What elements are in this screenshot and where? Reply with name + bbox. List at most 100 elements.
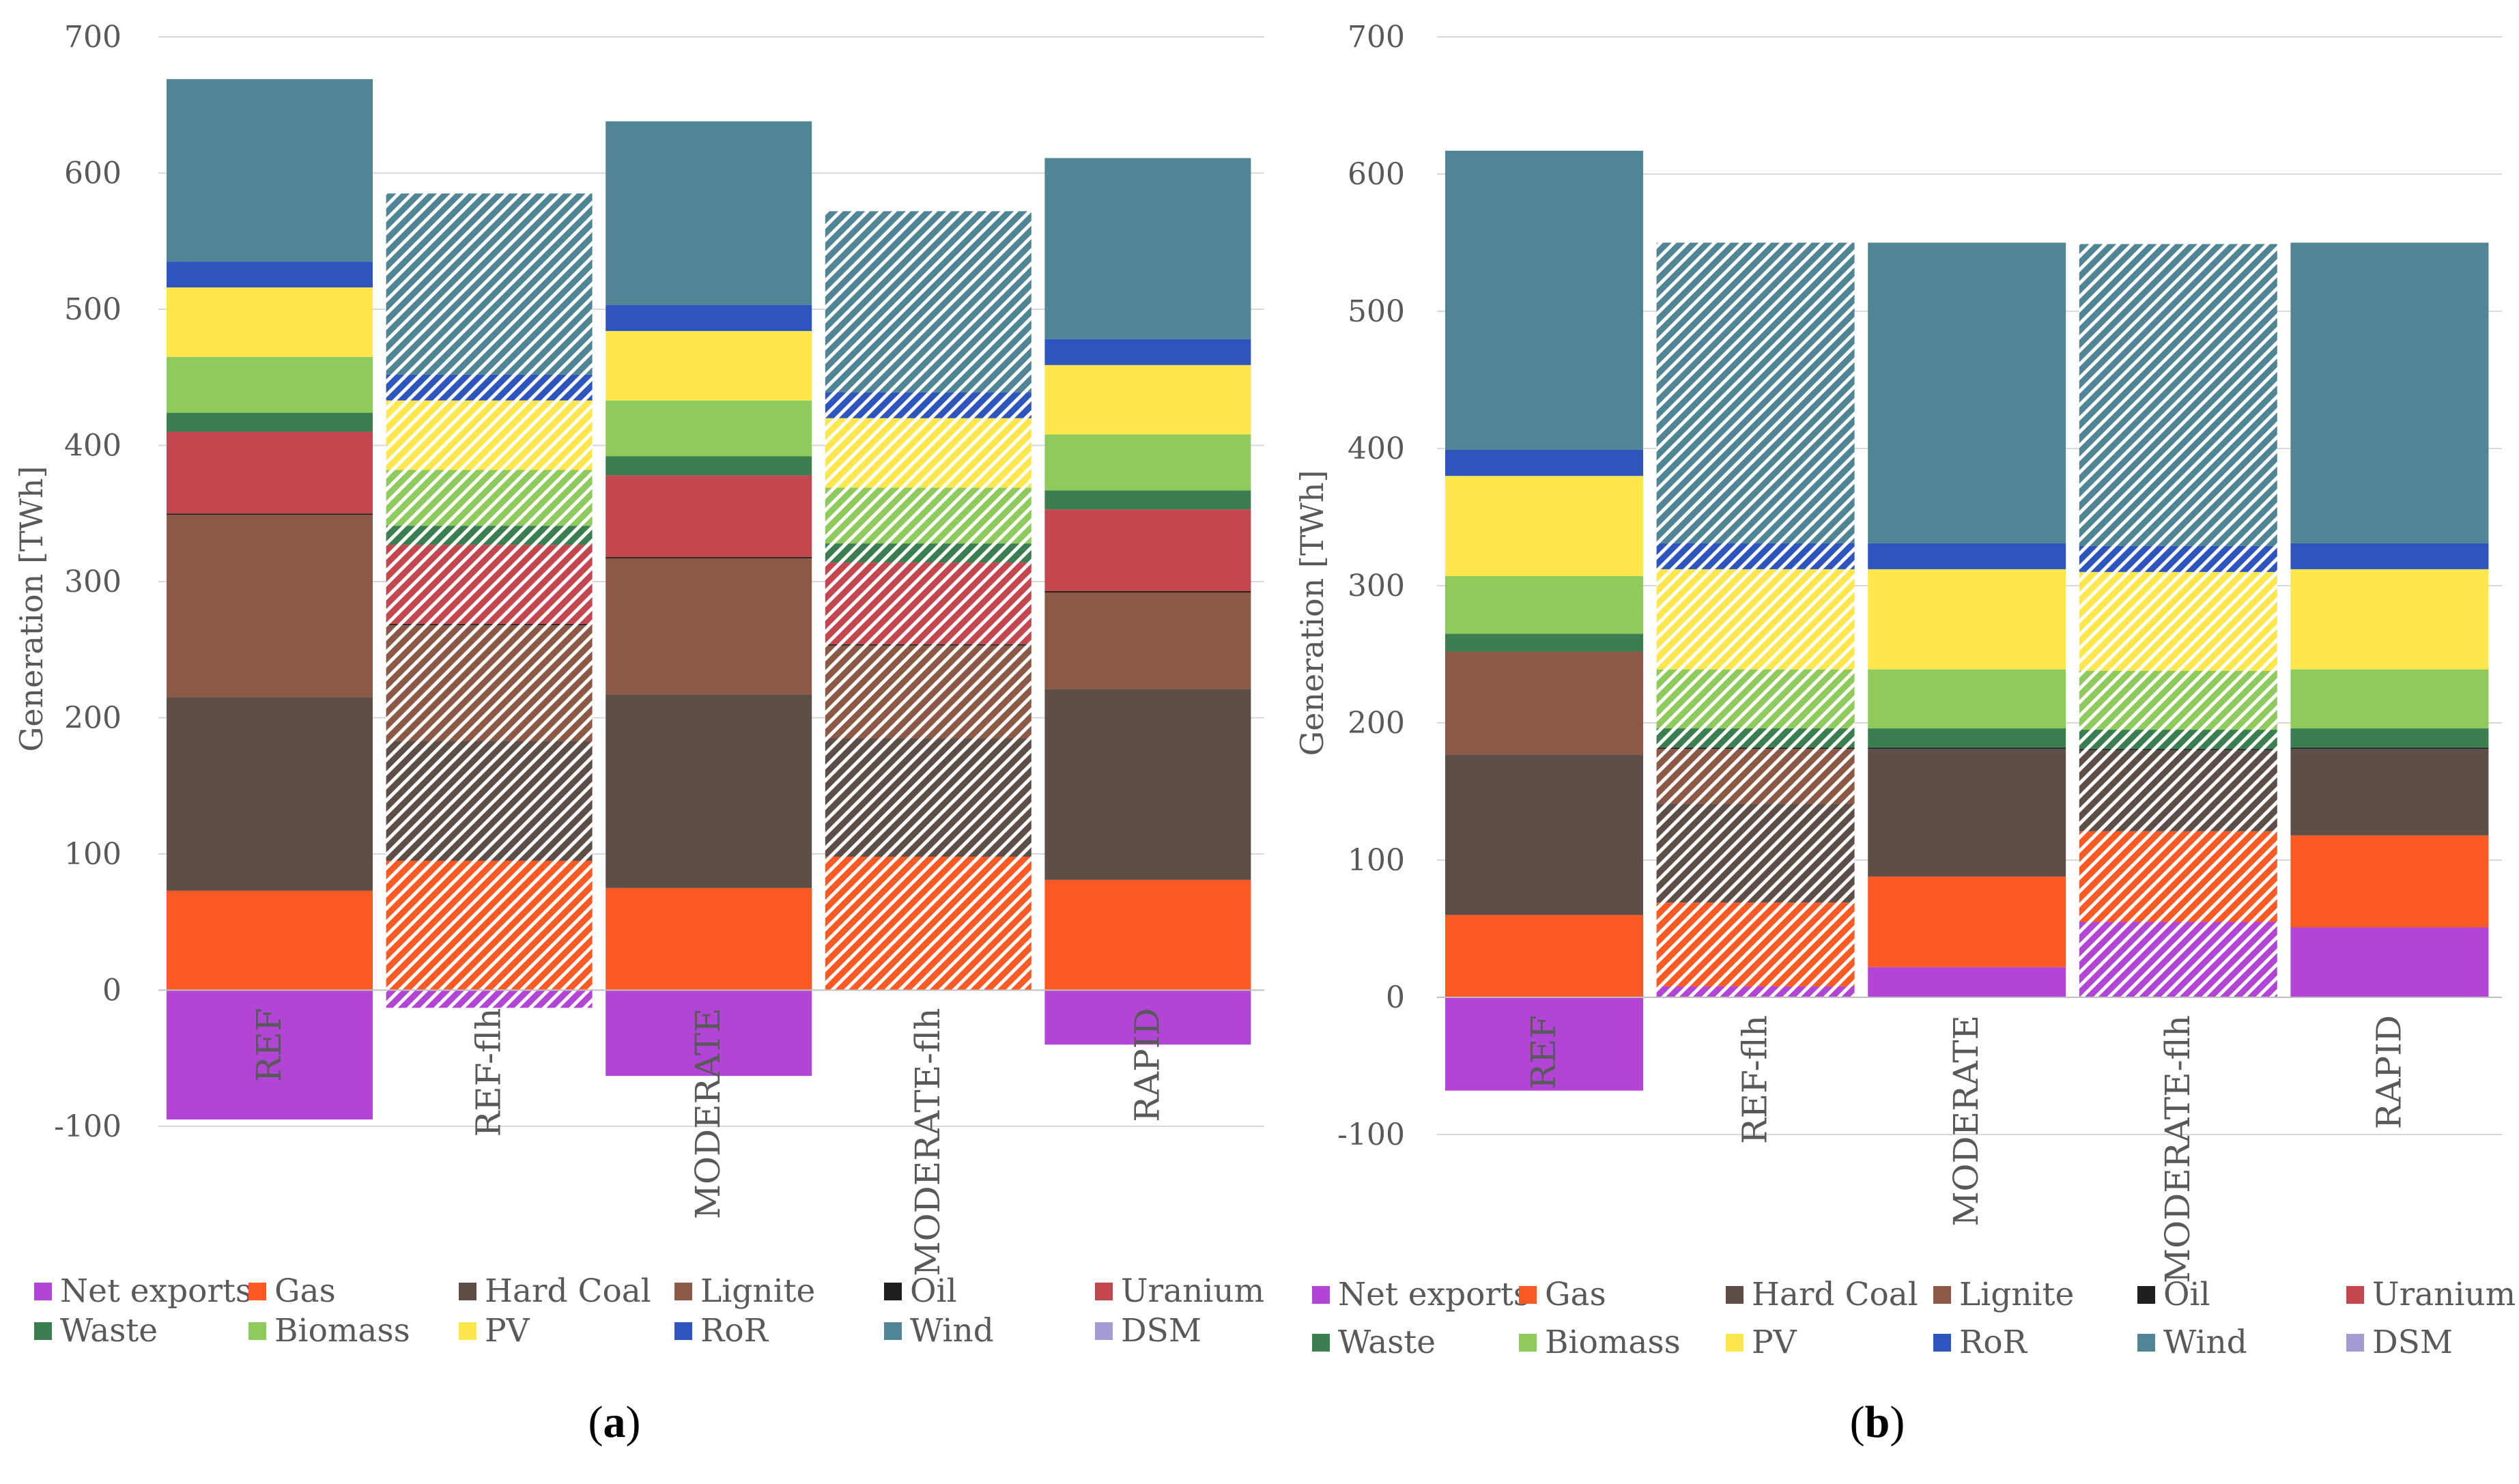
- legend-label-lignite: Lignite: [700, 1272, 815, 1310]
- bar-segment-moderate-pv: [1868, 569, 2066, 670]
- legend-swatch-lignite: [1933, 1286, 1951, 1304]
- bar-segment-rapid-net-exports: [2290, 927, 2489, 997]
- y-axis-label: Generation [TWh]: [13, 466, 50, 752]
- legend-label-net-exports: Net exports: [1338, 1276, 1530, 1313]
- y-tick-label: 600: [1348, 157, 1405, 192]
- legend-swatch-oil: [884, 1283, 902, 1300]
- legend-swatch-uranium: [1095, 1283, 1113, 1300]
- legend-label-uranium: Uranium: [1121, 1272, 1264, 1310]
- legend-swatch-lignite: [674, 1283, 692, 1300]
- y-tick-label: 0: [1386, 980, 1405, 1015]
- bar-segment-ref-flh-waste: [386, 526, 593, 545]
- bar-segment-ref-flh-lignite: [1656, 749, 1855, 804]
- bar-segment-ref-oil: [167, 513, 373, 515]
- panel-label-open-paren: (: [1850, 1397, 1865, 1447]
- bar-segment-ref-gas: [1445, 915, 1643, 997]
- legend-swatch-wind: [2137, 1334, 2155, 1352]
- bar-segment-ref-hard-coal: [1445, 754, 1643, 915]
- bar-segment-ref-lignite: [167, 515, 373, 698]
- legend-swatch-uranium: [2346, 1286, 2364, 1304]
- bar-segment-moderate-gas: [606, 887, 812, 990]
- bar-segment-moderate-wind: [606, 121, 812, 306]
- bar-segment-rapid-oil: [1044, 590, 1251, 593]
- category-label-moderate: MODERATE: [688, 1008, 728, 1220]
- bar-segment-rapid-net-exports: [1044, 990, 1251, 1045]
- bar-segment-moderate-flh-oil: [825, 644, 1031, 646]
- bar-segment-moderate-waste: [606, 456, 812, 476]
- bar-segment-moderate-flh-ror: [825, 392, 1031, 418]
- bar-segment-moderate-flh-gas: [825, 856, 1031, 990]
- chart-panel-b: -100 0 100 200 300 400 500 600 700 Generation [TW…: [1294, 20, 2516, 1447]
- bar-segment-rapid-gas: [1044, 879, 1251, 990]
- category-label-ref-flh: REF-flh: [469, 1008, 509, 1137]
- y-tick-label: 700: [64, 20, 122, 55]
- bar-segment-ref-wind: [1445, 150, 1643, 451]
- legend-swatch-gas: [1519, 1286, 1537, 1304]
- bar-segment-rapid-biomass: [2290, 669, 2489, 729]
- legend-label-wind: Wind: [910, 1312, 994, 1350]
- bar-segment-rapid-hard-coal: [2290, 749, 2489, 836]
- legend-label-hard-coal: Hard Coal: [485, 1272, 651, 1310]
- bar-segment-moderate-lignite: [606, 558, 812, 695]
- bar-segment-ref-flh-waste: [1656, 728, 1855, 748]
- bar-segment-moderate-wind: [1868, 242, 2066, 543]
- bar-segment-moderate-hard-coal: [606, 694, 812, 888]
- category-label-moderate: MODERATE: [1946, 1015, 1986, 1227]
- bar-segment-ref-flh-hard-coal: [386, 741, 593, 861]
- category-label-rapid: RAPID: [2369, 1015, 2408, 1129]
- bar-segment-moderate-flh-wind: [825, 211, 1031, 393]
- bar-segment-moderate-flh-biomass: [825, 487, 1031, 544]
- bar-segment-ref-flh-net-exports: [1656, 986, 1855, 997]
- bar-segment-moderate-biomass: [1868, 669, 2066, 729]
- legend-label-ror: RoR: [700, 1312, 769, 1350]
- bar-segment-ref-flh-net-exports: [386, 990, 593, 1008]
- legend-label-waste: Waste: [1338, 1324, 1436, 1361]
- y-tick-label: 200: [1348, 706, 1405, 741]
- y-tick-label: 500: [64, 292, 122, 327]
- y-tick-label: -100: [54, 1109, 122, 1144]
- category-label-moderate-flh: MODERATE-flh: [908, 1008, 948, 1276]
- bar-segment-ref-flh-pv: [1656, 569, 1855, 670]
- y-tick-label: 0: [102, 973, 122, 1008]
- bar-segment-ref-flh-uranium: [386, 545, 593, 624]
- legend-swatch-waste: [1312, 1334, 1330, 1352]
- bar-segment-ref-ror: [167, 261, 373, 288]
- category-label-moderate-flh: MODERATE-flh: [2158, 1015, 2197, 1283]
- bar-segment-ref-flh-oil: [386, 623, 593, 625]
- legend-swatch-ror: [1933, 1334, 1951, 1352]
- legend-label-gas: Gas: [274, 1272, 336, 1310]
- bar-segment-ref-flh-biomass: [386, 470, 593, 526]
- bar-segment-moderate-flh-hard-coal: [2079, 750, 2277, 831]
- legend-swatch-net-exports: [1312, 1286, 1330, 1304]
- bar-segment-rapid-waste: [1044, 490, 1251, 510]
- panel-label-close-paren: ): [1890, 1397, 1905, 1447]
- bar-segment-ref-net-exports: [167, 990, 373, 1120]
- bar-segment-moderate-flh-uranium: [825, 562, 1031, 644]
- legend-swatch-biomass: [1519, 1334, 1537, 1352]
- bar-segment-moderate-flh-oil: [2079, 749, 2277, 751]
- bar-segment-moderate-net-exports: [606, 990, 812, 1076]
- bar-segment-moderate-hard-coal: [1868, 749, 2066, 877]
- legend-label-pv: PV: [485, 1312, 530, 1350]
- bar-segment-ref-pv: [1445, 476, 1643, 576]
- legend-label-oil: Oil: [2163, 1276, 2210, 1313]
- legend-swatch-wind: [884, 1322, 902, 1340]
- legend-swatch-gas: [248, 1283, 266, 1300]
- bar-segment-moderate-flh-pv: [2079, 571, 2277, 671]
- bar-segment-ref-pv: [167, 287, 373, 357]
- bar-segment-moderate-ror: [606, 305, 812, 331]
- legend-label-ror: RoR: [1959, 1324, 2028, 1361]
- bar-segment-rapid-ror: [1044, 339, 1251, 365]
- bar-segment-moderate-oil: [606, 557, 812, 559]
- legend-swatch-pv: [459, 1322, 476, 1340]
- bar-segment-ref-flh-oil: [1656, 747, 1855, 750]
- y-axis-label: Generation [TWh]: [1294, 470, 1330, 756]
- bar-segment-moderate-net-exports: [1868, 967, 2066, 997]
- legend-label-pv: PV: [1752, 1324, 1797, 1361]
- bar-segment-ref-hard-coal: [167, 697, 373, 891]
- legend-label-dsm: DSM: [2372, 1324, 2453, 1361]
- bar-segment-ref-net-exports: [1445, 997, 1643, 1091]
- panel-label-letter: b: [1865, 1397, 1890, 1447]
